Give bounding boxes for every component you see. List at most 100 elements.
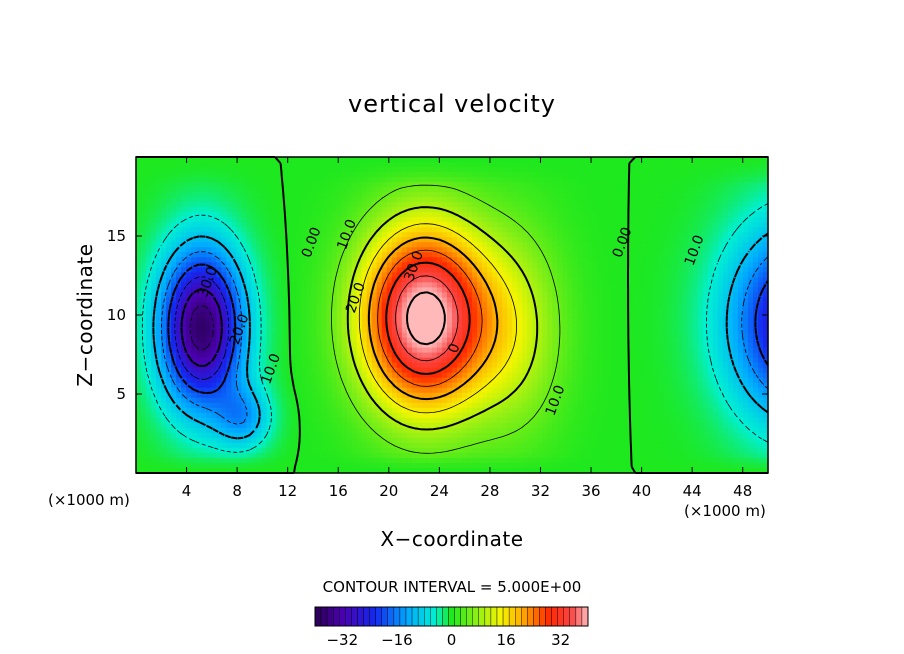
field-cell [186,312,192,319]
field-cell [457,162,463,168]
field-cell [642,327,649,334]
field-cell [191,337,197,344]
field-cell [707,342,714,349]
field-cell [256,292,262,299]
field-cell [657,217,664,223]
field-cell [527,337,533,344]
field-cell [712,347,719,354]
field-cell [507,267,513,273]
field-cell [426,227,433,233]
field-cell [717,187,724,193]
field-cell [682,317,689,324]
field-cell [321,317,328,324]
field-cell [582,277,589,283]
field-cell [587,217,594,223]
field-cell [582,252,589,258]
field-cell [707,317,714,324]
field-cell [612,202,619,208]
field-cell [196,282,202,289]
field-cell [236,242,242,248]
field-cell [652,222,659,228]
field-cell [732,347,739,354]
field-cell [567,307,573,314]
field-cell [366,157,373,163]
field-cell [426,342,433,349]
field-cell [707,322,714,329]
field-cell [677,192,684,198]
field-cell [251,332,257,339]
field-cell [467,222,473,228]
field-cell [216,332,222,339]
field-cell [712,267,719,273]
field-cell [141,272,147,278]
field-cell [602,227,609,233]
field-cell [472,272,478,278]
field-cell [186,242,192,248]
field-cell [597,272,604,278]
field-cell [281,297,288,304]
field-cell [191,157,197,163]
field-cell [226,222,232,228]
field-cell [552,282,558,289]
field-cell [141,282,147,289]
field-cell [607,167,614,173]
field-cell [246,202,252,208]
field-cell [391,242,398,248]
field-cell [457,292,463,299]
field-cell [201,192,207,198]
field-cell [692,187,699,193]
field-cell [311,242,318,248]
field-cell [537,262,543,268]
field-cell [477,202,483,208]
field-cell [351,317,358,324]
field-cell [737,207,744,213]
field-cell [757,257,764,263]
field-cell [587,332,594,339]
field-cell [592,327,599,334]
field-cell [256,272,262,278]
field-cell [552,287,558,294]
field-cell [141,267,147,273]
field-cell [602,217,609,223]
field-cell [647,187,654,193]
field-cell [607,182,614,188]
field-cell [281,312,288,319]
field-cell [497,262,503,268]
field-cell [346,312,353,319]
field-cell [181,262,187,268]
field-cell [682,312,689,319]
field-cell [607,177,614,183]
field-cell [301,252,308,258]
field-cell [747,222,754,228]
field-cell [376,172,383,178]
field-cell [637,297,644,304]
field-cell [637,207,644,213]
field-cell [652,307,659,314]
field-cell [707,217,714,223]
field-cell [366,352,373,359]
field-cell [692,337,699,344]
field-cell [707,182,714,188]
field-cell [141,312,147,319]
field-cell [201,297,207,304]
field-cell [762,182,769,188]
field-cell [622,237,629,243]
field-cell [712,167,719,173]
field-cell [722,237,729,243]
field-cell [652,177,659,183]
field-cell [547,332,553,339]
field-cell [141,207,147,213]
field-cell [311,287,318,294]
field-cell [647,332,654,339]
field-cell [467,247,473,253]
field-cell [747,187,754,193]
field-cell [306,307,313,314]
field-cell [697,177,704,183]
field-cell [401,292,408,299]
field-cell [406,227,413,233]
field-cell [226,247,232,253]
field-cell [251,297,257,304]
field-cell [431,327,438,334]
field-cell [446,307,453,314]
field-cell [612,227,619,233]
